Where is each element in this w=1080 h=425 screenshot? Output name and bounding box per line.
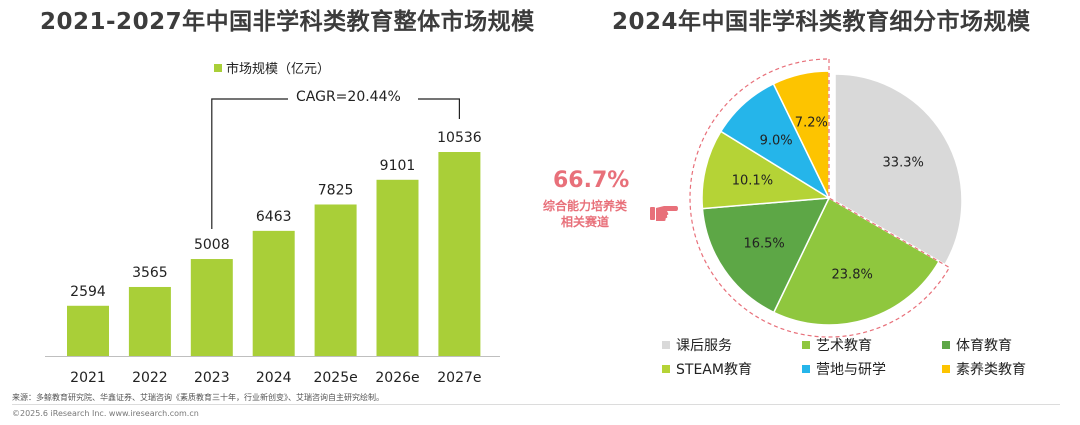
pie-legend: 课后服务 艺术教育 体育教育 STEAM教育 营地与研学 素养类教育 bbox=[662, 335, 1062, 379]
pie-value-label: 9.0% bbox=[760, 134, 793, 149]
pie-slice bbox=[701, 197, 831, 314]
cagr-bracket-right bbox=[418, 98, 460, 119]
pie-slice bbox=[834, 73, 963, 266]
legend-swatch bbox=[802, 365, 810, 373]
legend-item: 课后服务 bbox=[662, 335, 802, 355]
bar-value-label: 7825 bbox=[318, 182, 354, 198]
bar-value-label: 2594 bbox=[70, 284, 106, 300]
legend-label: 营地与研学 bbox=[816, 362, 886, 378]
bar-value-label: 6463 bbox=[256, 209, 292, 225]
bar-value-label: 5008 bbox=[194, 237, 230, 253]
legend-swatch bbox=[942, 341, 950, 349]
x-tick-label: 2026e bbox=[375, 370, 419, 386]
pie-value-label: 33.3% bbox=[883, 156, 924, 171]
bar bbox=[438, 152, 481, 356]
bar bbox=[128, 286, 171, 356]
source-note: 来源：多鲸教育研究院、华鑫证券、艾瑞咨询《素质教育三十年，行业新创变》、艾瑞咨询… bbox=[12, 393, 384, 402]
legend-swatch bbox=[802, 341, 810, 349]
bar bbox=[314, 204, 357, 356]
bar-value-label: 9101 bbox=[380, 158, 416, 174]
callout-description: 综合能力培养类 相关赛道 bbox=[533, 198, 637, 230]
legend-label: 素养类教育 bbox=[956, 362, 1026, 378]
callout-line-1: 综合能力培养类 bbox=[542, 199, 627, 213]
x-tick-label: 2025e bbox=[313, 370, 357, 386]
legend-swatch bbox=[662, 365, 670, 373]
bar bbox=[67, 305, 109, 356]
callout-line-2: 相关赛道 bbox=[560, 215, 609, 229]
legend-item: 艺术教育 bbox=[802, 335, 942, 355]
bar-legend-swatch bbox=[214, 63, 222, 72]
right-chart-title: 2024年中国非学科类教育细分市场规模 bbox=[612, 9, 1031, 35]
pointing-hand-icon bbox=[650, 206, 678, 221]
x-tick-label: 2022 bbox=[132, 370, 168, 386]
legend-item: 体育教育 bbox=[942, 335, 1062, 355]
pie-value-label: 23.8% bbox=[832, 267, 873, 282]
pie-slice bbox=[772, 196, 941, 326]
x-tick-label: 2021 bbox=[70, 370, 106, 386]
callout-percent: 66.7% bbox=[553, 168, 630, 193]
cagr-bracket-left bbox=[211, 98, 288, 230]
bar-value-label: 10536 bbox=[437, 130, 482, 146]
legend-item: STEAM教育 bbox=[662, 359, 802, 379]
pie-value-label: 16.5% bbox=[743, 237, 784, 252]
footer-divider bbox=[12, 404, 1060, 405]
x-tick-label: 2027e bbox=[437, 370, 481, 386]
legend-swatch bbox=[662, 341, 670, 349]
bar-chart: 2594 2021 3565 2022 5008 2023 6463 2024 7825 2025… bbox=[45, 98, 500, 386]
bar-legend-label: 市场规模（亿元） bbox=[226, 62, 331, 77]
bar bbox=[190, 259, 233, 356]
bar bbox=[252, 230, 295, 356]
legend-item: 素养类教育 bbox=[942, 359, 1062, 379]
cagr-label: CAGR=20.44% bbox=[296, 89, 401, 105]
x-tick-label: 2024 bbox=[256, 370, 292, 386]
bar-legend: 市场规模（亿元） bbox=[214, 58, 330, 77]
pie-chart: 33.3% 23.8% 16.5% 10.1% 9.0%7.2% bbox=[689, 58, 963, 338]
group-outline-dashed bbox=[689, 58, 951, 338]
left-chart-title: 2021-2027年中国非学科类教育整体市场规模 bbox=[40, 9, 535, 35]
bar-value-label: 3565 bbox=[132, 265, 168, 281]
legend-label: STEAM教育 bbox=[676, 362, 752, 378]
x-tick-label: 2023 bbox=[194, 370, 230, 386]
legend-label: 艺术教育 bbox=[816, 338, 872, 354]
copyright-note: ©2025.6 iResearch Inc. www.iresearch.com… bbox=[12, 409, 199, 418]
legend-label: 课后服务 bbox=[676, 338, 732, 354]
pie-value-label: 7.2% bbox=[795, 115, 828, 130]
bar bbox=[376, 179, 419, 356]
legend-swatch bbox=[942, 365, 950, 373]
pie-value-label: 10.1% bbox=[732, 174, 773, 189]
pie-slice bbox=[772, 70, 830, 199]
legend-label: 体育教育 bbox=[956, 338, 1012, 354]
legend-item: 营地与研学 bbox=[802, 359, 942, 379]
pie-slice bbox=[701, 130, 832, 210]
